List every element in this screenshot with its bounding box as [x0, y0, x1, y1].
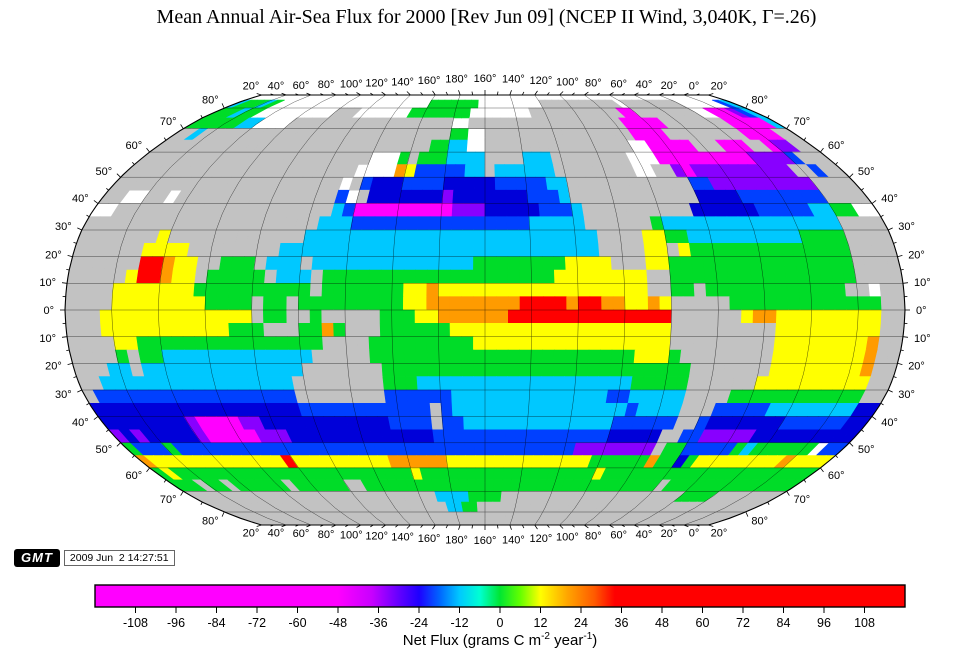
svg-text:80°: 80°: [202, 95, 219, 107]
svg-text:10°: 10°: [914, 333, 931, 345]
svg-text:140°: 140°: [502, 534, 525, 546]
svg-text:48: 48: [655, 616, 669, 630]
svg-text:-48: -48: [329, 616, 347, 630]
svg-text:120°: 120°: [365, 530, 388, 542]
svg-text:120°: 120°: [530, 533, 553, 545]
svg-text:50°: 50°: [95, 444, 112, 456]
svg-text:40°: 40°: [881, 193, 898, 205]
svg-text:20°: 20°: [243, 81, 260, 93]
svg-text:70°: 70°: [794, 116, 811, 128]
svg-text:-12: -12: [450, 616, 468, 630]
svg-text:60°: 60°: [610, 530, 627, 542]
svg-text:10°: 10°: [914, 277, 931, 289]
svg-text:50°: 50°: [858, 444, 875, 456]
svg-text:30°: 30°: [55, 389, 72, 401]
svg-text:20°: 20°: [45, 361, 62, 373]
svg-text:12: 12: [534, 616, 548, 630]
svg-text:0°: 0°: [689, 528, 700, 540]
svg-text:24: 24: [574, 616, 588, 630]
svg-text:80°: 80°: [318, 79, 335, 91]
svg-text:20°: 20°: [711, 81, 728, 93]
svg-text:80°: 80°: [751, 95, 768, 107]
svg-text:-96: -96: [167, 616, 185, 630]
svg-text:10°: 10°: [39, 277, 56, 289]
svg-text:-36: -36: [369, 616, 387, 630]
svg-text:-60: -60: [288, 616, 306, 630]
svg-text:-108: -108: [123, 616, 148, 630]
svg-text:30°: 30°: [898, 389, 915, 401]
gmt-stamp: GMT 2009 Jun 2 14:27:51: [14, 549, 175, 567]
svg-text:140°: 140°: [502, 74, 525, 86]
svg-text:160°: 160°: [418, 75, 441, 87]
svg-text:60°: 60°: [293, 528, 310, 540]
colorbar-title: Net Flux (grams C m-2 year-1): [95, 631, 905, 649]
svg-text:40°: 40°: [72, 193, 89, 205]
svg-text:-84: -84: [207, 616, 225, 630]
svg-text:72: 72: [736, 616, 750, 630]
svg-text:20°: 20°: [661, 80, 678, 92]
svg-text:80°: 80°: [751, 515, 768, 527]
svg-text:50°: 50°: [95, 166, 112, 178]
svg-text:80°: 80°: [585, 530, 602, 542]
svg-text:20°: 20°: [45, 249, 62, 261]
svg-text:80°: 80°: [202, 515, 219, 527]
svg-text:36: 36: [615, 616, 629, 630]
svg-text:40°: 40°: [636, 529, 653, 541]
svg-text:100°: 100°: [556, 76, 579, 88]
svg-text:20°: 20°: [661, 528, 678, 540]
svg-text:20°: 20°: [908, 249, 925, 261]
svg-text:60: 60: [696, 616, 710, 630]
svg-text:60°: 60°: [828, 470, 845, 482]
svg-text:30°: 30°: [898, 221, 915, 233]
svg-text:100°: 100°: [340, 530, 363, 542]
svg-text:40°: 40°: [881, 417, 898, 429]
svg-text:40°: 40°: [636, 79, 653, 91]
svg-text:96: 96: [817, 616, 831, 630]
svg-text:120°: 120°: [530, 75, 553, 87]
svg-text:60°: 60°: [610, 79, 627, 91]
svg-text:60°: 60°: [125, 470, 142, 482]
svg-text:10°: 10°: [39, 333, 56, 345]
svg-text:70°: 70°: [794, 494, 811, 506]
svg-text:180°: 180°: [445, 74, 468, 86]
svg-text:20°: 20°: [243, 527, 260, 539]
svg-text:160°: 160°: [474, 73, 497, 85]
svg-text:30°: 30°: [55, 221, 72, 233]
svg-text:20°: 20°: [908, 361, 925, 373]
svg-text:60°: 60°: [125, 140, 142, 152]
svg-text:70°: 70°: [160, 494, 177, 506]
svg-text:40°: 40°: [268, 528, 285, 540]
svg-text:108: 108: [854, 616, 875, 630]
svg-text:100°: 100°: [556, 532, 579, 544]
svg-text:140°: 140°: [391, 532, 414, 544]
svg-text:100°: 100°: [340, 79, 363, 91]
svg-text:60°: 60°: [828, 140, 845, 152]
svg-text:60°: 60°: [293, 80, 310, 92]
svg-text:0: 0: [497, 616, 504, 630]
svg-text:80°: 80°: [585, 78, 602, 90]
svg-text:0°: 0°: [916, 305, 927, 317]
svg-text:140°: 140°: [391, 76, 414, 88]
gmt-timestamp: 2009 Jun 2 14:27:51: [64, 550, 175, 566]
svg-text:20°: 20°: [711, 527, 728, 539]
svg-text:-24: -24: [410, 616, 428, 630]
svg-text:0°: 0°: [689, 80, 700, 92]
svg-text:50°: 50°: [858, 166, 875, 178]
svg-text:120°: 120°: [365, 78, 388, 90]
svg-text:80°: 80°: [318, 529, 335, 541]
svg-text:180°: 180°: [445, 534, 468, 546]
svg-text:160°: 160°: [474, 535, 497, 547]
svg-text:160°: 160°: [418, 533, 441, 545]
svg-text:-72: -72: [248, 616, 266, 630]
svg-text:84: 84: [777, 616, 791, 630]
svg-text:0°: 0°: [43, 305, 54, 317]
svg-text:40°: 40°: [72, 417, 89, 429]
gmt-logo: GMT: [14, 549, 60, 567]
svg-text:40°: 40°: [268, 80, 285, 92]
svg-text:70°: 70°: [160, 116, 177, 128]
